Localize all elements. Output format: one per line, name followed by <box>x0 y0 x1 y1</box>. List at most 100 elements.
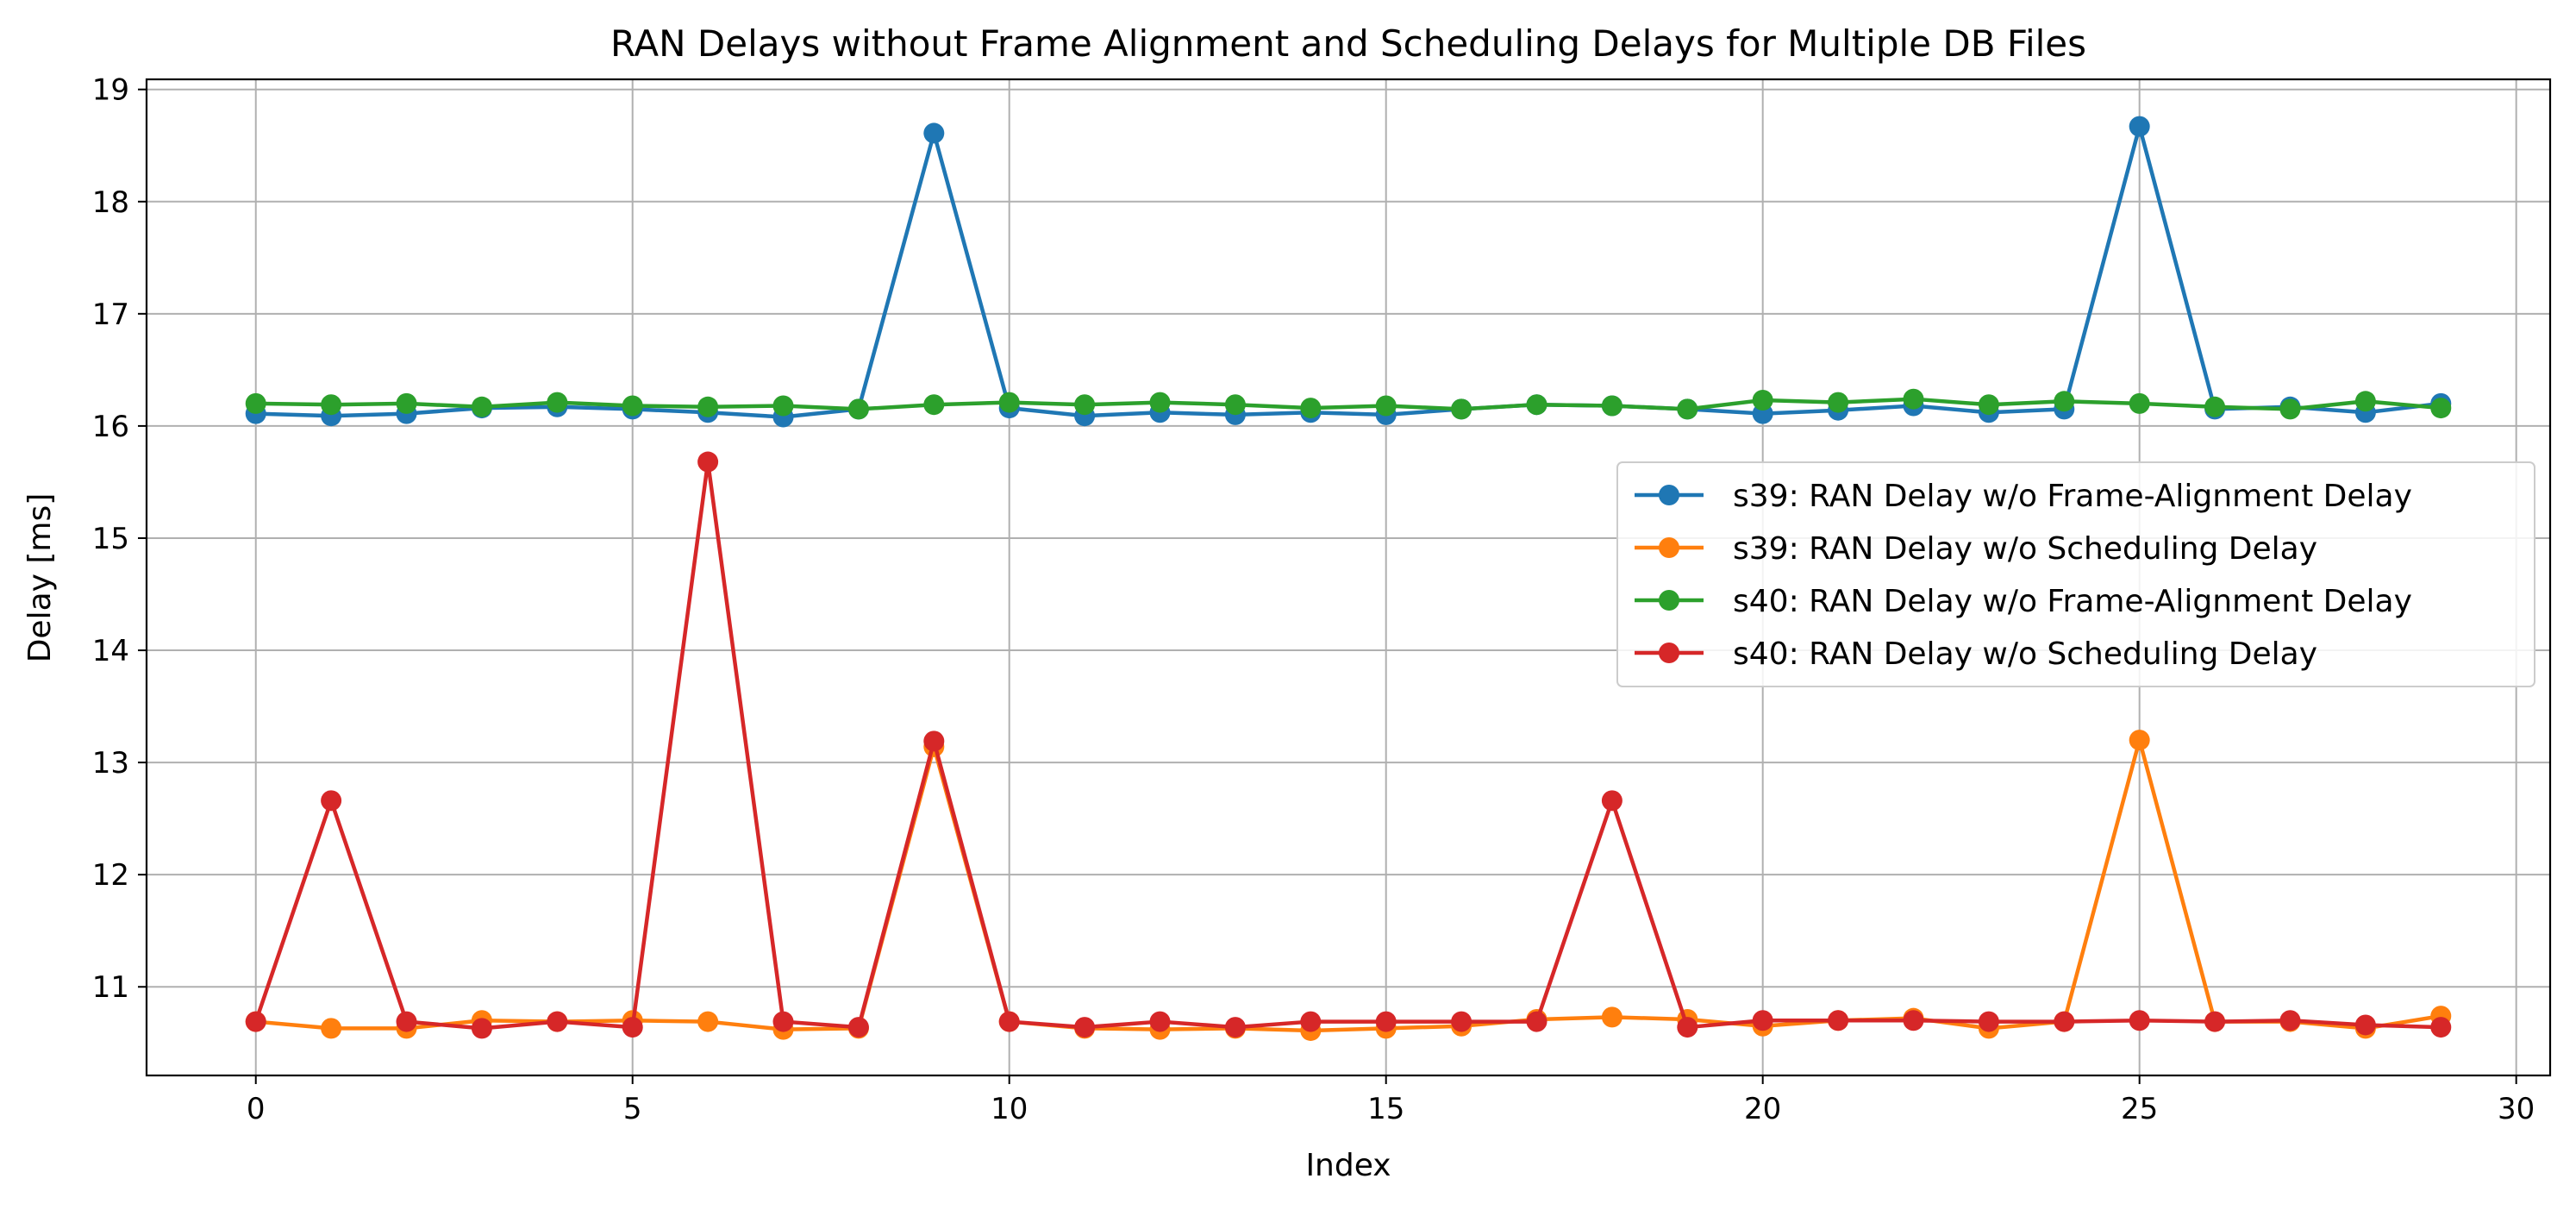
data-point <box>245 392 266 414</box>
data-point <box>772 1011 794 1032</box>
y-tick-label: 19 <box>92 73 129 108</box>
data-point <box>2430 398 2452 419</box>
data-point <box>1375 395 1397 417</box>
data-point <box>1149 1011 1171 1032</box>
data-point <box>1074 394 1096 416</box>
data-point <box>2354 1014 2376 1036</box>
data-point <box>923 394 945 416</box>
data-point <box>998 392 1020 413</box>
y-tick-label: 13 <box>92 746 129 781</box>
legend-box <box>1616 461 2535 687</box>
y-tick-label: 11 <box>92 970 129 1005</box>
legend-label: s40: RAN Delay w/o Scheduling Delay <box>1733 636 2317 672</box>
data-point <box>847 1017 869 1038</box>
data-point <box>245 1011 266 1032</box>
data-point <box>396 1011 417 1032</box>
series-line <box>253 460 2442 1031</box>
data-point <box>772 395 794 417</box>
data-point <box>547 392 568 413</box>
data-point <box>1828 1010 1849 1031</box>
data-point <box>1526 1011 1547 1032</box>
y-axis-label: Delay [ms] <box>22 493 58 663</box>
data-point <box>471 396 492 417</box>
data-point <box>2204 396 2226 417</box>
data-point <box>697 451 719 473</box>
data-point <box>622 395 643 417</box>
data-point <box>2129 730 2150 751</box>
data-point <box>1828 392 1849 413</box>
data-point <box>998 1011 1020 1032</box>
data-point <box>1677 398 1698 420</box>
x-tick-label: 15 <box>1367 1092 1404 1126</box>
axes-frame <box>145 78 2552 1077</box>
data-point <box>2129 116 2150 137</box>
data-point <box>1451 1011 1472 1032</box>
series-line <box>255 124 2442 419</box>
data-point <box>1978 394 1999 416</box>
data-point <box>1903 1010 1924 1031</box>
y-tick-label: 12 <box>92 858 129 893</box>
series-line <box>255 397 2442 411</box>
y-tick-label: 17 <box>92 298 129 332</box>
data-point <box>1224 394 1246 416</box>
plot-series <box>245 116 2452 1041</box>
data-point <box>321 1018 342 1039</box>
data-point <box>1601 395 1623 417</box>
data-point <box>697 396 719 417</box>
legend-label: s39: RAN Delay w/o Scheduling Delay <box>1733 531 2317 567</box>
data-point <box>1903 388 1924 410</box>
data-point <box>2129 392 2150 414</box>
data-point <box>697 1011 719 1032</box>
x-axis-label: Index <box>1305 1148 1391 1183</box>
data-point <box>1752 389 1773 411</box>
data-point <box>321 394 342 416</box>
legend-marker <box>1659 537 1679 558</box>
x-tick-label: 30 <box>2498 1092 2535 1126</box>
series-4 <box>245 451 2452 1039</box>
series-3 <box>245 388 2452 420</box>
data-point <box>2204 1011 2226 1032</box>
chart-title: RAN Delays without Frame Alignment and S… <box>610 22 2086 65</box>
y-tick-label: 16 <box>92 410 129 444</box>
data-point <box>1526 394 1547 416</box>
data-point <box>1601 1006 1623 1028</box>
data-point <box>1224 1017 1246 1038</box>
data-point <box>2054 1011 2075 1032</box>
data-point <box>2354 391 2376 412</box>
legend-marker <box>1659 485 1679 505</box>
data-point <box>1978 1011 1999 1032</box>
data-point <box>1149 392 1171 413</box>
data-point <box>1601 790 1623 812</box>
data-point <box>1300 1011 1322 1032</box>
data-point <box>471 1018 492 1039</box>
legend-marker <box>1659 590 1679 611</box>
data-point <box>2054 391 2075 412</box>
data-point <box>1752 1010 1773 1031</box>
legend-label: s39: RAN Delay w/o Frame-Alignment Delay <box>1733 479 2412 514</box>
data-point <box>923 730 945 752</box>
data-point <box>1300 398 1322 419</box>
y-tick-label: 18 <box>92 185 129 220</box>
legend: s39: RAN Delay w/o Frame-Alignment Delay… <box>1616 461 2535 687</box>
data-point <box>547 1011 568 1032</box>
x-tick-label: 0 <box>247 1092 266 1126</box>
data-point <box>396 392 417 414</box>
y-tick-label: 14 <box>92 634 129 668</box>
data-point <box>622 1017 643 1038</box>
data-point <box>2279 1010 2301 1031</box>
x-tick-label: 5 <box>623 1092 642 1126</box>
data-point <box>2430 1017 2452 1038</box>
axis-ticks: 0 5 10 15 20 25 30 11 12 13 14 15 16 17 18 19 <box>92 73 2535 1126</box>
data-point <box>1375 1011 1397 1032</box>
data-point <box>1677 1017 1698 1038</box>
data-point <box>923 122 945 144</box>
data-point <box>1074 1017 1096 1038</box>
legend-marker <box>1659 643 1679 663</box>
series-line <box>255 737 2442 1033</box>
x-tick-label: 10 <box>991 1092 1028 1126</box>
data-point <box>321 790 342 812</box>
data-point <box>2129 1010 2150 1031</box>
x-tick-label: 25 <box>2121 1092 2158 1126</box>
data-point <box>847 398 869 420</box>
